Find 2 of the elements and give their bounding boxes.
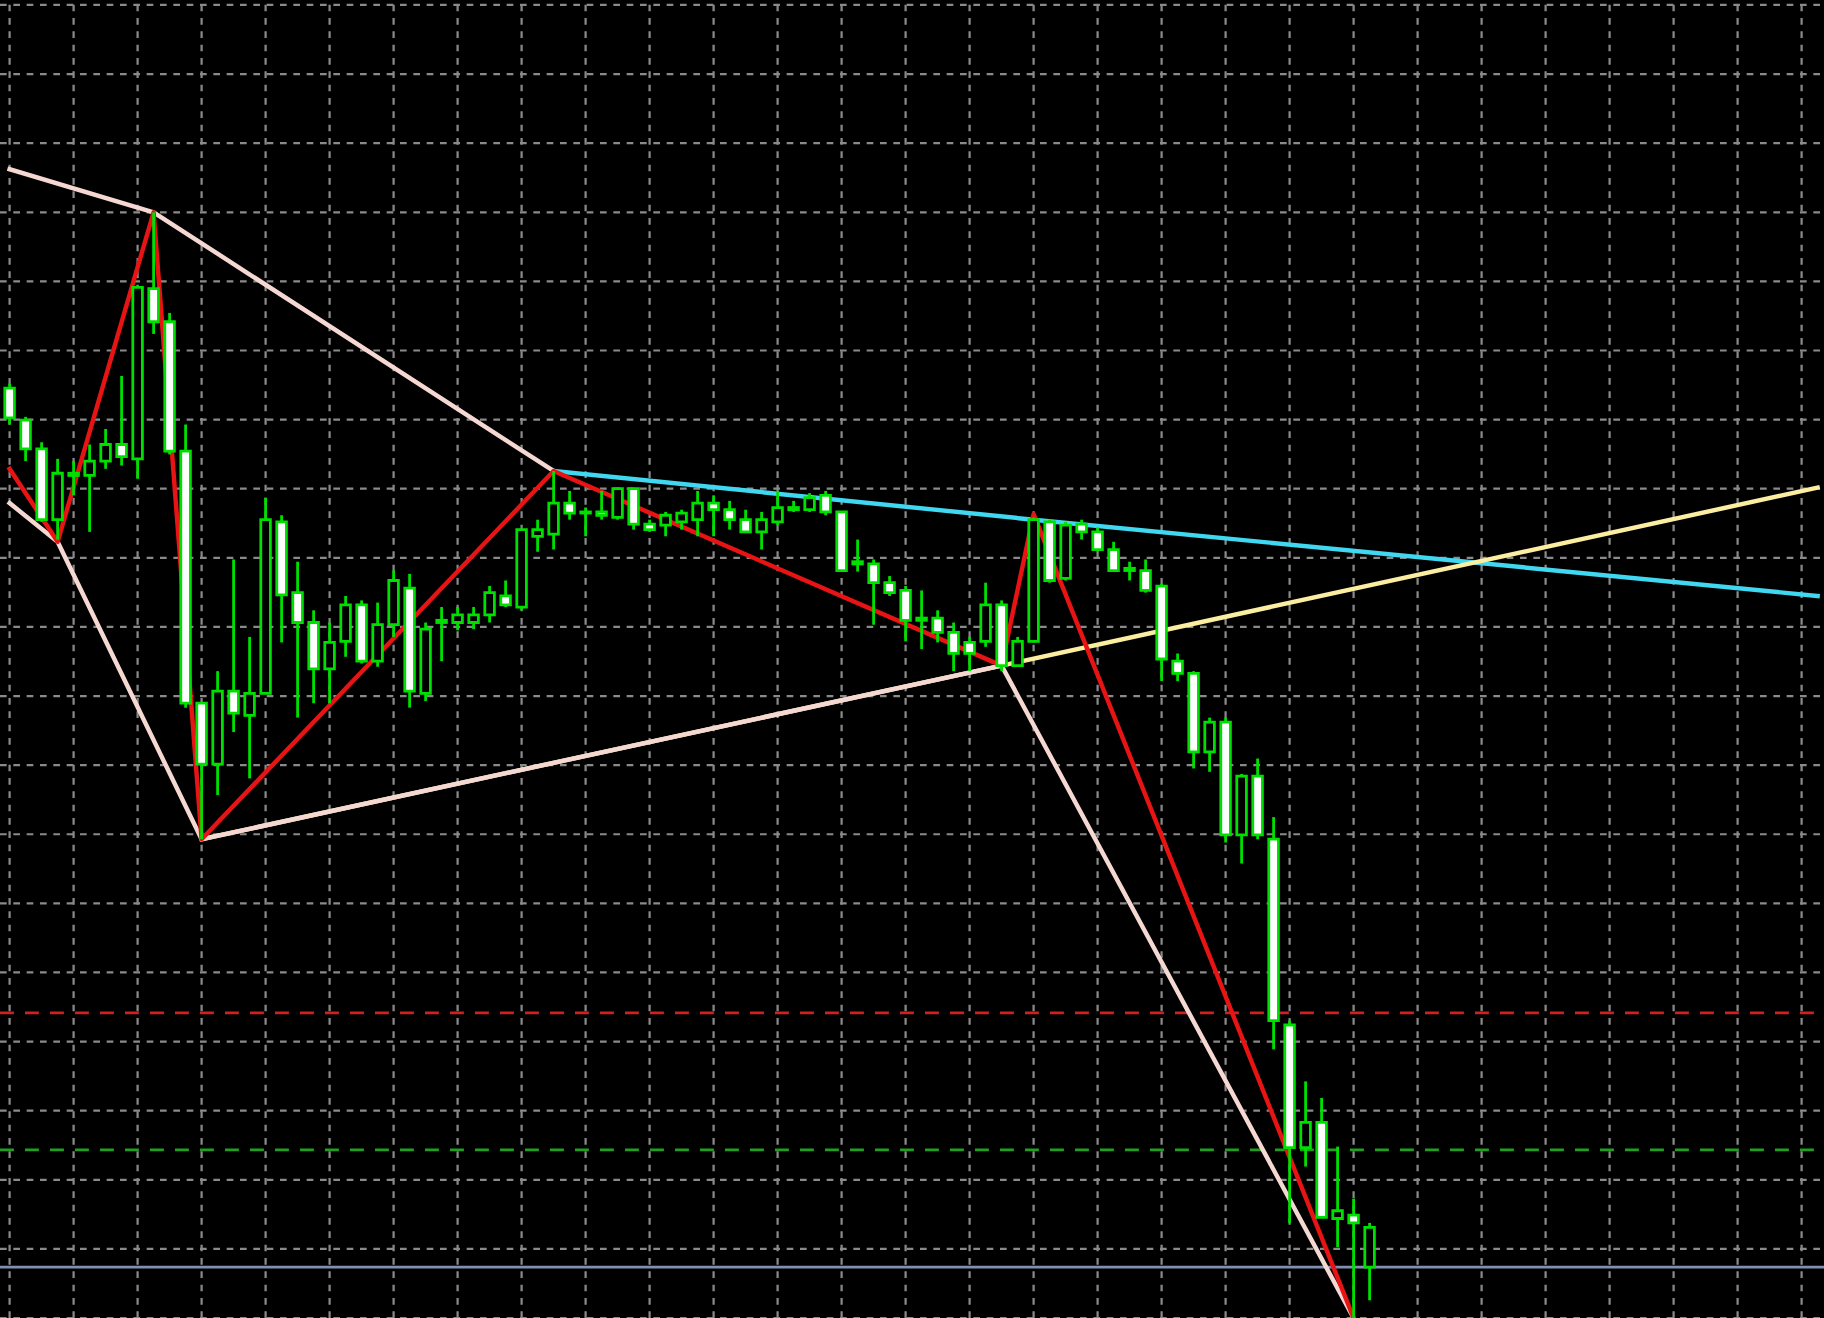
candlestick [1363,1221,1376,1302]
candlestick [3,382,16,426]
